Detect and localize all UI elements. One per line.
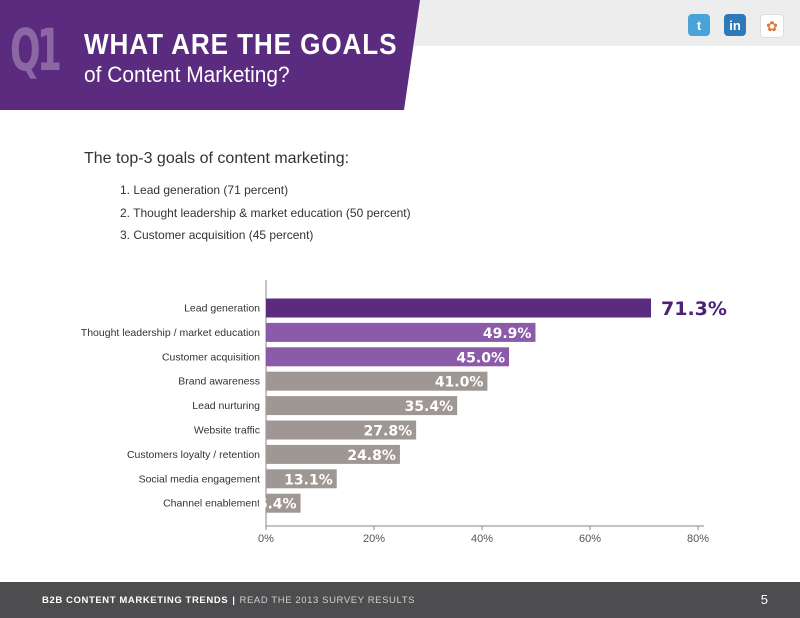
share-icon[interactable]: ✿ <box>760 14 784 38</box>
linkedin-icon[interactable]: in <box>724 14 746 36</box>
twitter-icon[interactable]: t <box>688 14 710 36</box>
footer-link[interactable]: READ THE 2013 SURVEY RESULTS <box>239 595 416 606</box>
data-label: 13.1% <box>284 472 333 488</box>
page-number: 5 <box>760 592 768 607</box>
data-label: 27.8% <box>364 424 413 440</box>
bar <box>266 444 400 464</box>
data-label: 6.4% <box>258 497 297 513</box>
data-label: 24.8% <box>347 448 396 464</box>
x-tick-label: 60% <box>579 533 601 545</box>
goal-item: 3. Customer acquisition (45 percent) <box>120 228 314 242</box>
bar <box>266 493 301 513</box>
bar <box>266 322 536 342</box>
category-label: Website traffic <box>194 425 260 437</box>
goal-item: 1. Lead generation (71 percent) <box>120 183 289 197</box>
bar <box>266 396 458 416</box>
category-label: Customer acquisition <box>162 351 260 363</box>
header-banner: Q1 WHAT ARE THE GOALS of Content Marketi… <box>0 0 420 110</box>
data-label: 71.3% <box>661 298 727 320</box>
category-label: Channel enablement <box>163 498 260 510</box>
data-label: 45.0% <box>456 350 505 366</box>
bar <box>266 469 337 489</box>
goal-item: 2. Thought leadership & market education… <box>120 206 411 220</box>
x-tick-label: 0% <box>258 533 274 545</box>
data-label: 49.9% <box>483 326 532 342</box>
category-label: Thought leadership / market education <box>81 327 260 339</box>
category-label: Social media engagement <box>139 473 260 485</box>
footer-separator: | <box>232 595 236 606</box>
category-label: Customers loyalty / retention <box>127 449 260 461</box>
category-label: Brand awareness <box>178 376 260 388</box>
bar <box>266 347 509 367</box>
intro-heading: The top-3 goals of content marketing: <box>84 150 350 167</box>
page-subtitle: of Content Marketing? <box>84 62 290 87</box>
footer-title: B2B CONTENT MARKETING TRENDS <box>42 595 229 606</box>
question-badge: Q1 <box>10 16 62 84</box>
category-label: Lead nurturing <box>192 400 260 412</box>
page-title: WHAT ARE THE GOALS <box>84 29 398 61</box>
footer-bar: B2B CONTENT MARKETING TRENDS | READ THE 20… <box>0 582 800 618</box>
bar <box>266 298 652 318</box>
data-label: 35.4% <box>405 399 454 415</box>
x-tick-label: 20% <box>363 533 385 545</box>
bar <box>266 420 417 440</box>
footer-text: B2B CONTENT MARKETING TRENDS | READ THE 20… <box>42 595 415 606</box>
x-tick-label: 80% <box>687 533 709 545</box>
data-label: 41.0% <box>435 375 484 391</box>
category-label: Lead generation <box>184 303 260 315</box>
bar-chart: Lead generation 71.3% Thought leadership /… <box>81 280 727 545</box>
x-tick-label: 40% <box>471 533 493 545</box>
bar <box>266 371 488 391</box>
